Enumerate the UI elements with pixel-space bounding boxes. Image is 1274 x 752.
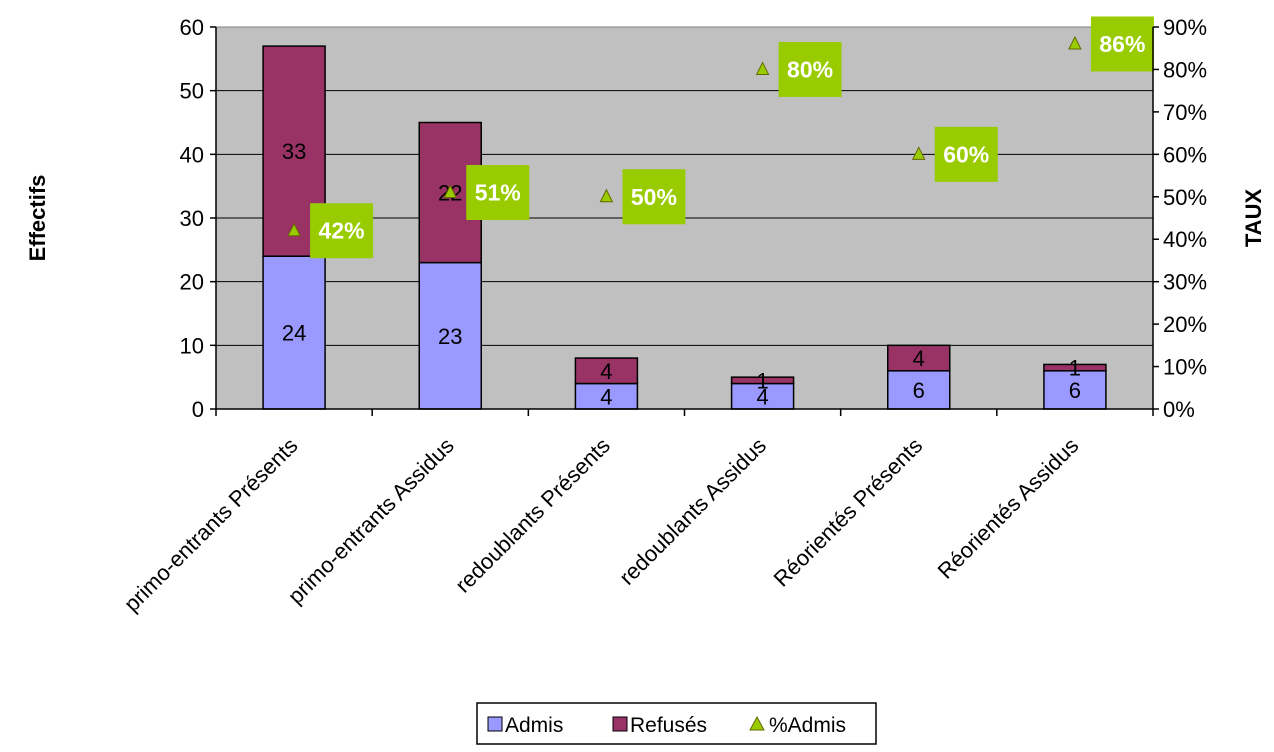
pct-admis-marker bbox=[443, 184, 458, 199]
pct-label-bg bbox=[934, 126, 998, 182]
bar-admis bbox=[730, 382, 795, 410]
pct-label-bg bbox=[778, 41, 842, 97]
legend-box bbox=[476, 702, 877, 745]
y-axis-title: Effectifs bbox=[25, 175, 50, 262]
bar-value-label: 6 bbox=[913, 378, 925, 403]
y-tick-label: 40 bbox=[180, 142, 204, 167]
pct-admis-marker bbox=[911, 146, 926, 160]
bar-value-label: 23 bbox=[438, 324, 462, 349]
pct-admis-label: 86% bbox=[1099, 31, 1145, 57]
bar-value-label: 1 bbox=[756, 368, 768, 393]
bar-value-label: 4 bbox=[913, 346, 925, 371]
y2-tick-label: 30% bbox=[1163, 270, 1207, 295]
bar-value-label: 24 bbox=[282, 321, 306, 346]
legend-swatch-admis bbox=[487, 716, 503, 732]
x-category-label: redoublants Présents bbox=[450, 433, 615, 598]
x-category-label: redoublants Assidus bbox=[614, 433, 771, 590]
bar-admis bbox=[418, 261, 482, 410]
pct-label-bg bbox=[622, 169, 686, 225]
bar-refuses bbox=[730, 376, 795, 385]
x-category-label: Réorientés Assidus bbox=[933, 433, 1084, 584]
y-tick-label: 20 bbox=[180, 270, 204, 295]
pct-admis-label: 42% bbox=[319, 218, 365, 244]
y2-axis-title: TAUX bbox=[1241, 189, 1266, 248]
pct-label-bg bbox=[466, 165, 530, 221]
bar-admis bbox=[574, 382, 639, 410]
legend-swatch-refuses bbox=[612, 716, 628, 732]
y2-tick-label: 10% bbox=[1163, 355, 1207, 380]
bar-value-label: 4 bbox=[600, 359, 612, 384]
pct-admis-label: 80% bbox=[787, 56, 833, 82]
y2-ticks: 0% 10% 20% 30% 40% 50% 60% 70% 80% 90% bbox=[1153, 15, 1207, 422]
bar-value-label: 1 bbox=[1069, 356, 1081, 381]
legend-marker-pct-admis bbox=[749, 715, 765, 731]
y-tick-label: 0 bbox=[192, 397, 204, 422]
pct-label-bg bbox=[310, 203, 374, 259]
x-category-label: primo-entrants Présents bbox=[119, 433, 303, 617]
x-category-label: Réorientés Présents bbox=[769, 433, 928, 592]
bar-value-label: 4 bbox=[600, 384, 612, 409]
legend: Admis Refusés %Admis bbox=[476, 702, 877, 745]
pct-admis-marker bbox=[287, 222, 301, 237]
y2-tick-label: 60% bbox=[1163, 142, 1207, 167]
y2-tick-label: 40% bbox=[1163, 227, 1207, 252]
pct-admis-marker bbox=[755, 61, 770, 75]
bar-admis bbox=[1043, 370, 1107, 410]
y-ticks: 0 10 20 30 40 50 60 bbox=[180, 15, 216, 422]
bar-refuses bbox=[887, 344, 951, 372]
y2-tick-label: 90% bbox=[1163, 15, 1207, 40]
bars: 2433232244416461 bbox=[262, 45, 1107, 410]
bar-value-label: 4 bbox=[756, 384, 768, 409]
bar-refuses bbox=[1043, 363, 1107, 372]
x-category-label: primo-entrants Assidus bbox=[283, 433, 459, 609]
y2-tick-label: 0% bbox=[1163, 397, 1195, 422]
pct-admis-marker bbox=[1068, 35, 1082, 50]
y-tick-label: 60 bbox=[180, 15, 204, 40]
legend-label-pct-admis: %Admis bbox=[769, 714, 846, 737]
bar-refuses bbox=[574, 357, 639, 385]
bar-value-label: 6 bbox=[1069, 378, 1081, 403]
legend-label-admis: Admis bbox=[505, 714, 563, 737]
pct-admis-label: 50% bbox=[631, 184, 677, 210]
pct-admis-label: 51% bbox=[475, 180, 521, 206]
y-tick-label: 50 bbox=[180, 79, 204, 104]
bar-value-label: 33 bbox=[282, 139, 306, 164]
y-tick-label: 30 bbox=[180, 206, 204, 231]
pct-admis-marker bbox=[599, 188, 614, 203]
y2-tick-label: 70% bbox=[1163, 100, 1207, 125]
pct-markers: 42% 51% 50% 80% 60% 86% bbox=[287, 16, 1154, 259]
y2-tick-label: 20% bbox=[1163, 312, 1207, 337]
y2-tick-label: 80% bbox=[1163, 57, 1207, 82]
y-tick-label: 10 bbox=[180, 333, 204, 358]
pct-label-bg bbox=[1090, 16, 1154, 72]
pct-admis-label: 60% bbox=[943, 141, 989, 167]
y2-tick-label: 50% bbox=[1163, 185, 1207, 210]
legend-label-refuses: Refusés bbox=[630, 714, 707, 737]
